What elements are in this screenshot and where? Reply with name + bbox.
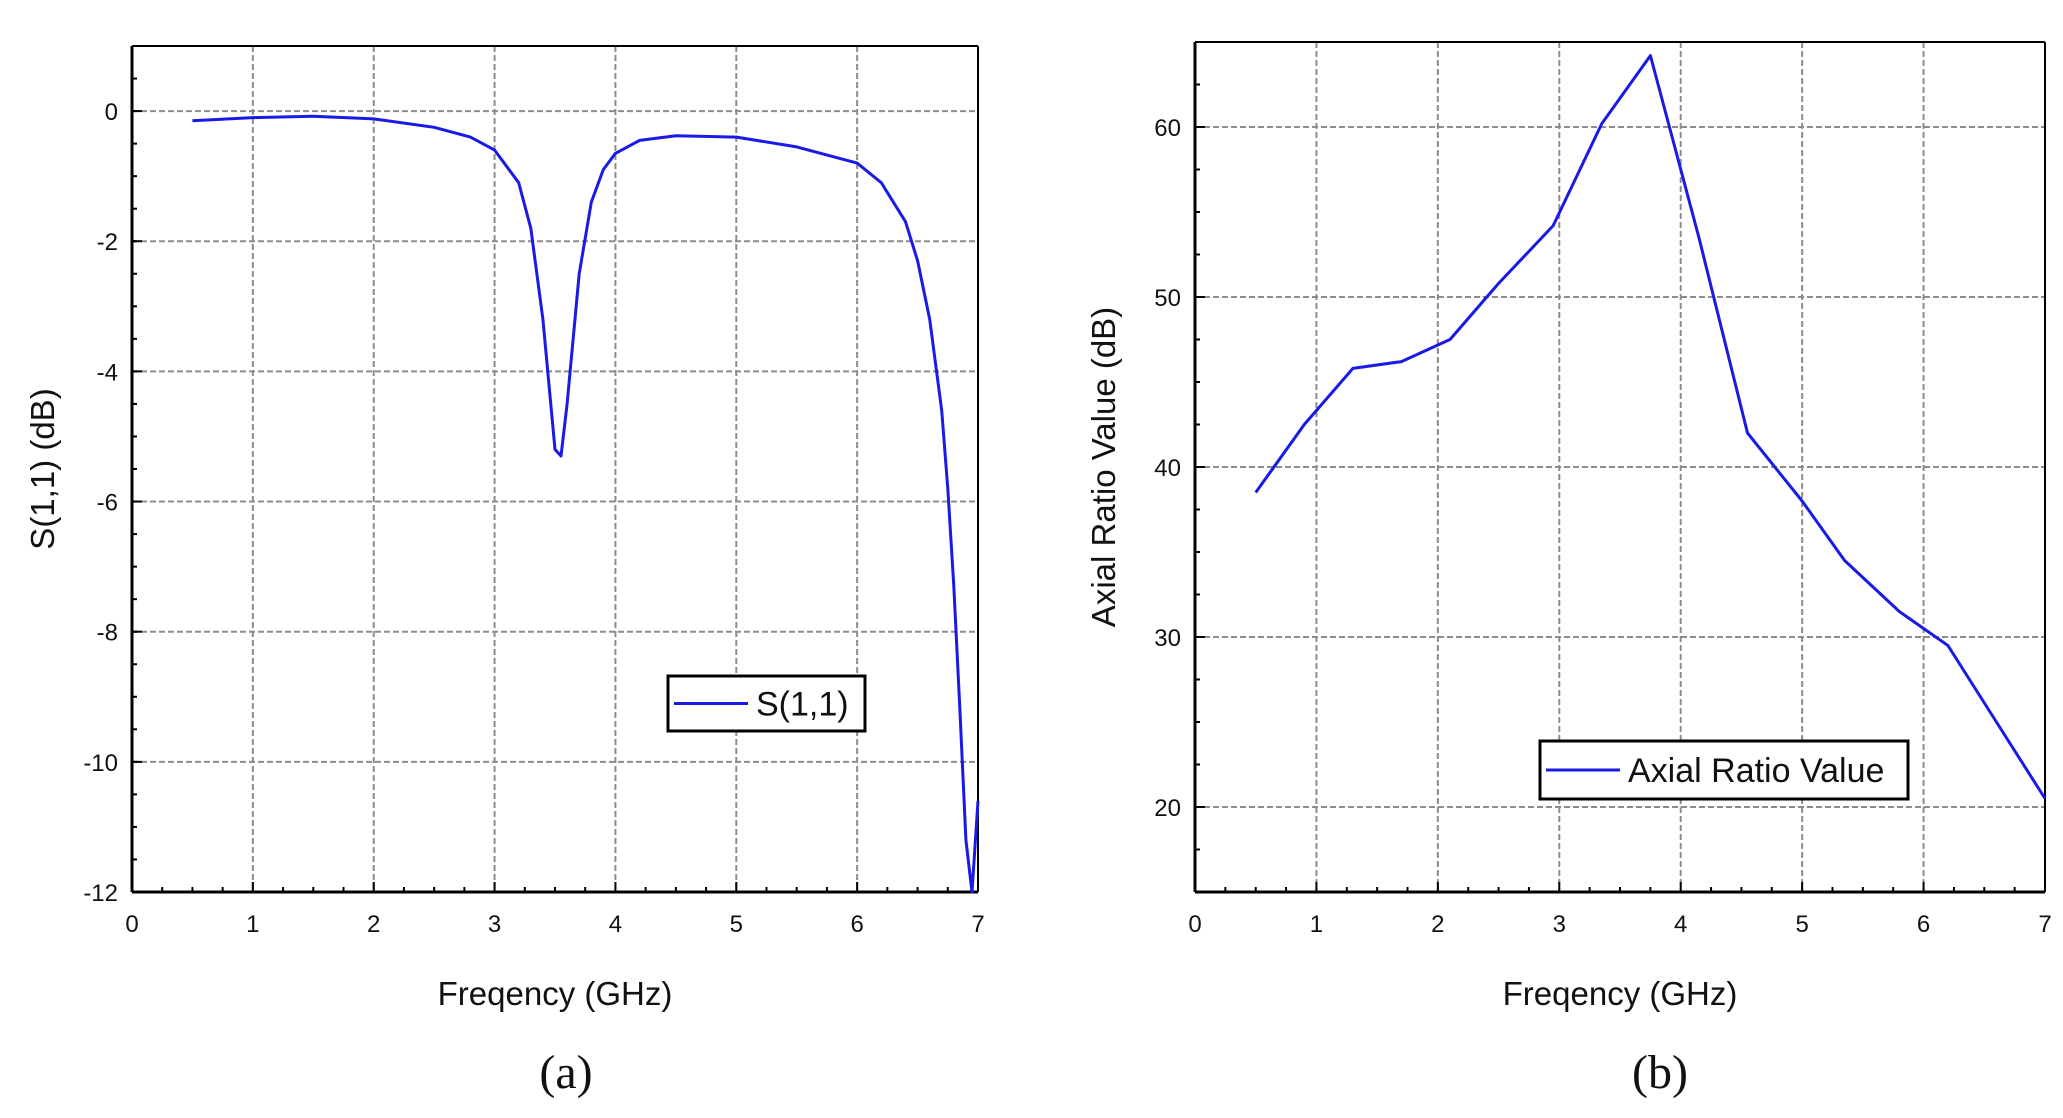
x-tick-label: 3 <box>1553 911 1566 938</box>
x-tick-label: 2 <box>1431 911 1444 938</box>
x-tick-label: 1 <box>246 911 259 938</box>
chart-s11: 0 1 2 3 4 5 6 7 0 -2 -4 -6 -8 -10 -12 Freqency (GHz) S(1… <box>24 45 985 1099</box>
y-tick-label: 30 <box>1154 625 1181 652</box>
panel-label: (a) <box>539 1046 592 1099</box>
legend-label: Axial Ratio Value <box>1628 752 1884 790</box>
legend-label: S(1,1) <box>756 686 849 724</box>
y-tick-label: 0 <box>105 99 118 126</box>
x-tick-label: 0 <box>125 911 138 938</box>
x-tick-label: 2 <box>367 911 380 938</box>
y-tick-label: 50 <box>1154 285 1181 312</box>
x-tick-label: 6 <box>1917 911 1930 938</box>
x-tick-label: 6 <box>850 911 863 938</box>
y-tick-label: 40 <box>1154 455 1181 482</box>
y-tick-label: -12 <box>83 880 118 907</box>
x-tick-label: 4 <box>1674 911 1687 938</box>
x-axis-title: Freqency (GHz) <box>1503 975 1738 1012</box>
y-tick-label: -10 <box>83 750 118 777</box>
series-line <box>1254 54 2047 800</box>
y-tick-label: 60 <box>1154 115 1181 142</box>
x-tick-label: 7 <box>2038 911 2051 938</box>
y-axis-title: Axial Ratio Value (dB) <box>1085 307 1122 627</box>
x-tick-label: 1 <box>1310 911 1323 938</box>
x-tick-label: 5 <box>1795 911 1808 938</box>
series-line <box>192 114 980 894</box>
legend-box <box>1538 739 1910 801</box>
y-tick-label: 20 <box>1154 795 1181 822</box>
x-tick-label: 3 <box>488 911 501 938</box>
panel-label: (b) <box>1632 1046 1688 1099</box>
x-tick-label: 7 <box>971 911 984 938</box>
y-tick-label: -6 <box>97 490 118 517</box>
x-tick-label: 0 <box>1188 911 1201 938</box>
x-tick-label: 4 <box>609 911 622 938</box>
y-axis-title: S(1,1) (dB) <box>24 388 61 549</box>
x-tick-label: 5 <box>730 911 743 938</box>
y-tick-label: -2 <box>97 229 118 256</box>
y-tick-label: -4 <box>97 359 118 386</box>
x-axis-title: Freqency (GHz) <box>438 975 673 1012</box>
chart-axial-ratio: 0 1 2 3 4 5 6 7 20 30 40 50 60 Freqency (GHz) Axial Ra… <box>1085 41 2052 1099</box>
y-tick-label: -8 <box>97 620 118 647</box>
